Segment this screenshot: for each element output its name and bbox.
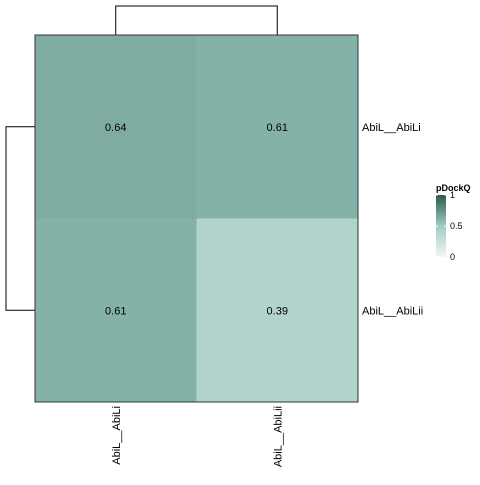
heatmap-cell [35,35,197,219]
cell-value-label: 0.61 [105,305,126,317]
cell-value-label: 0.64 [105,122,126,134]
heatmap-cell [196,218,358,402]
legend-title: pDockQ [436,183,471,193]
cell-value-label: 0.61 [267,122,288,134]
color-legend: pDockQ 1 0.5 0 [436,183,471,262]
legend-colorbar [436,195,446,257]
column-dendrogram-branch [115,5,278,35]
heatmap-cell [35,218,197,402]
row-label: AbiL__AbiLi [362,122,421,134]
legend-tick-label: 1 [450,190,455,200]
row-labels: AbiL__AbiLi AbiL__AbiLii [362,122,423,318]
heatmap-cells: 0.64 0.61 0.61 0.39 [35,35,358,402]
legend-tick-label: 0 [450,252,455,262]
column-labels: AbiL__AbiLi AbiL__AbiLii [111,406,285,467]
heatmap-cell [196,35,358,219]
row-label: AbiL__AbiLii [362,305,423,317]
legend-tick-label: 0.5 [450,221,463,231]
cell-value-label: 0.39 [267,305,288,317]
row-dendrogram-branch [5,126,35,311]
column-label: AbiL__AbiLii [272,406,284,467]
column-dendrogram [115,5,278,35]
heatmap-border [34,34,359,403]
row-dendrogram [5,126,35,311]
column-label: AbiL__AbiLi [111,406,123,465]
